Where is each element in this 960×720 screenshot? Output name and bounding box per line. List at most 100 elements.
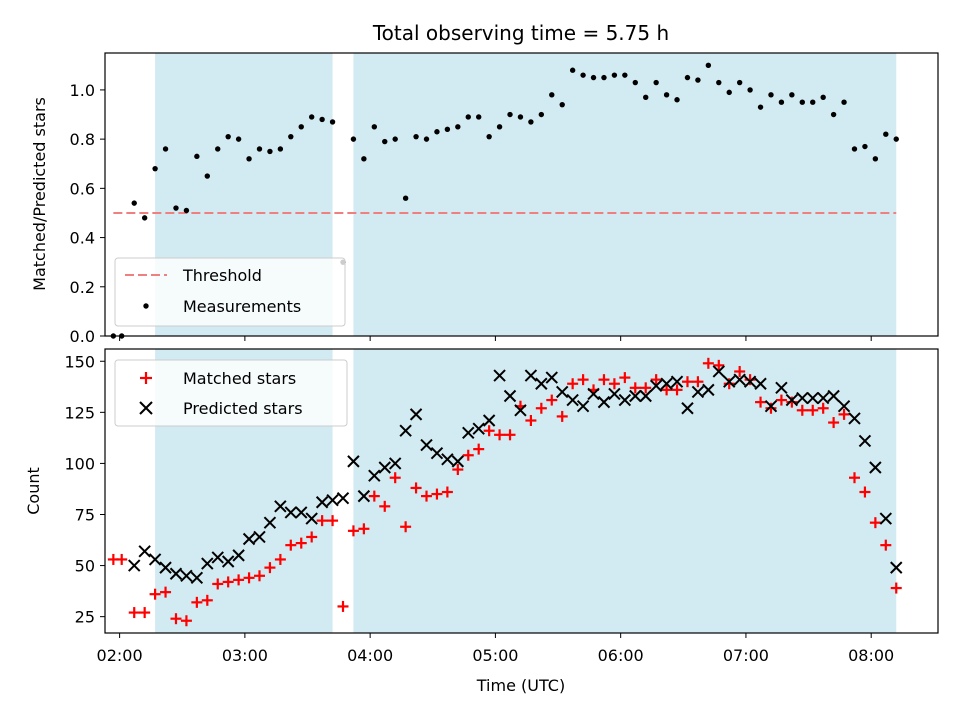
predicted-star-point [816,391,830,405]
matched-star-point [253,570,265,582]
matched-star-point [838,408,850,420]
predicted-star-point [409,408,423,421]
predicted-star-point [472,422,485,435]
measurement-point [476,114,482,120]
measurement-point [141,215,148,221]
top-y-tick-label: 0.4 [70,229,95,248]
measurement-point [799,99,805,105]
predicted-star-point [890,561,903,574]
matched-star-point [285,539,297,551]
bottom-y-tick-label: 50 [75,557,95,576]
measurement-point [413,133,419,140]
predicted-star-point [733,373,746,386]
measurement-point [131,200,137,206]
measurement-point [736,79,743,86]
matched-star-point [389,472,401,484]
matched-star-point [180,615,192,627]
bottom-x-tick-label: 05:00 [472,646,518,665]
measurement-point [423,136,430,142]
measurement-point [194,153,200,160]
measurement-point [830,111,837,118]
predicted-star-point [201,557,214,570]
predicted-star-point [681,402,694,415]
top-y-tick-label: 0.0 [70,327,95,346]
predicted-star-point [524,369,538,382]
measurement-point [872,156,879,162]
bottom-y-tick-label: 150 [64,352,95,371]
matched-star-point [567,378,579,390]
matched-star-point [650,374,662,386]
matched-star-point [441,486,453,498]
measurement-point [695,77,701,83]
matched-star-point [233,574,245,586]
matched-star-point [243,572,255,584]
measurement-point [820,94,826,100]
bottom-x-tick-label: 03:00 [222,646,268,665]
matched-star-point [807,404,819,416]
top-y-tick-label: 0.6 [70,179,95,198]
predicted-star-point [378,461,391,474]
matched-star-point [619,372,631,384]
bottom-x-tick-label: 07:00 [723,646,769,665]
predicted-star-point [284,506,298,519]
measurement-point [632,79,638,86]
measurement-point [507,111,513,118]
measurement-point [810,99,816,105]
measurement-point [382,138,388,145]
measurement-point [455,124,461,130]
matched-star-point [149,588,161,600]
predicted-star-point [128,559,141,572]
measurement-point [757,104,764,110]
bottom-legend-box [114,359,348,427]
matched-stars-points [107,357,902,627]
measurement-point [517,114,524,120]
measurement-point [590,74,597,81]
legend-measurement-label: Measurements [183,297,301,316]
predicted-star-point [566,393,579,407]
predicted-star-point [221,555,235,568]
matched-star-point [316,515,328,527]
matched-star-point [525,415,537,427]
matched-star-point [817,402,829,414]
measurement-point [162,146,169,152]
predicted-star-point [670,375,684,388]
predicted-star-point [535,377,548,390]
predicted-star-point [576,400,590,413]
matched-star-point [880,539,892,551]
measurement-points [110,62,899,339]
predicted-star-point [764,400,778,413]
measurement-point [538,111,545,118]
matched-star-point [608,378,620,390]
predicted-star-point [482,414,496,427]
top-y-ticks: 0.0 0.2 0.4 0.6 0.8 1.0 [70,81,105,346]
measurement-point [402,195,409,201]
predicted-star-point [514,404,527,417]
measurement-point [559,101,565,108]
measurement-point [173,205,179,211]
predicted-star-point [545,371,558,384]
matched-star-point [671,384,683,396]
predicted-star-point [587,387,600,401]
matched-star-point [347,525,359,537]
matched-star-point [629,382,641,394]
matched-star-point [546,394,558,406]
bottom-y-tick-label: 125 [64,403,95,422]
measurement-point [246,156,252,162]
measurement-point [778,99,785,105]
matched-star-point [775,394,787,406]
matched-star-point [859,486,871,498]
matched-star-point [556,410,568,422]
predicted-star-point [138,545,151,558]
top-legend-box [114,257,346,327]
matched-star-point [421,490,433,502]
measurement-point [235,136,242,142]
measurement-point [319,116,325,123]
matched-star-point [410,482,422,494]
measurement-point [350,136,357,142]
bottom-x-ticks: 02:00 03:00 04:00 05:00 06:00 07:00 08:00 [97,633,894,665]
bottom-legend: Matched stars Predicted stars [114,359,348,427]
matched-star-point [692,376,704,388]
predicted-star-point [305,512,318,525]
measurement-point [298,124,304,130]
matched-star-point [222,576,234,588]
